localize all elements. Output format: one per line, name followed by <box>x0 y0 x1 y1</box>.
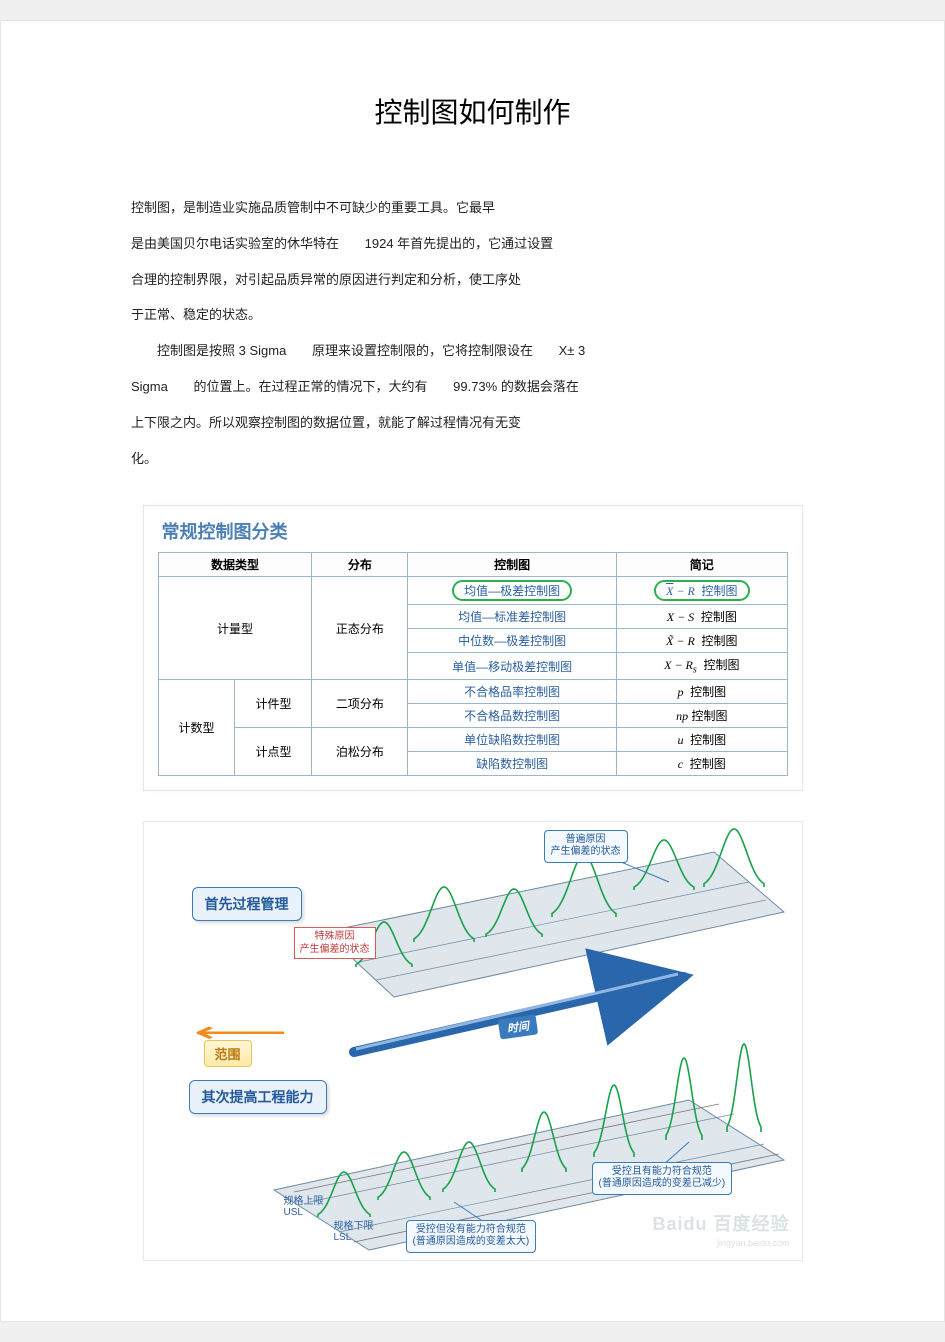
paragraph: 合理的控制界限，对引起品质异常的原因进行判定和分析，使工序处 <box>131 263 814 297</box>
chart-cell: 单位缺陷数控制图 <box>408 727 617 751</box>
sym: X − R <box>666 584 695 598</box>
document-page: 控制图如何制作 控制图，是制造业实施品质管制中不可缺少的重要工具。它最早 是由美… <box>0 20 945 1322</box>
text: X± 3 <box>559 343 586 358</box>
chart-cell: 不合格品数控制图 <box>408 703 617 727</box>
th-dist: 分布 <box>312 553 408 577</box>
oval-highlight: X − R 控制图 <box>654 580 749 601</box>
page-title: 控制图如何制作 <box>131 91 814 131</box>
text: 原理来设置控制限的，它将控制限设在 <box>312 343 533 358</box>
text: 99.73% 的数据会落在 <box>453 379 579 394</box>
sym: u <box>677 733 683 747</box>
chart-cell: 不合格品率控制图 <box>408 679 617 703</box>
dist-cell: 二项分布 <box>312 679 408 727</box>
text: 的位置上。在过程正常的情况下，大约有 <box>193 379 427 394</box>
label-lsl: 规格下限LSL <box>334 1217 374 1243</box>
th-datatype: 数据类型 <box>158 553 312 577</box>
text: 控制图是按照 <box>157 343 235 358</box>
label-step2: 其次提高工程能力 <box>189 1080 327 1114</box>
sym: c <box>678 757 683 771</box>
text: 1924 年首先提出的，它通过设置 <box>365 236 554 251</box>
note-suf: 控制图 <box>703 658 739 672</box>
note-suf: 控制图 <box>702 634 738 648</box>
th-note: 简记 <box>617 553 787 577</box>
note-suf: 控制图 <box>690 685 726 699</box>
label-capability-good: 受控且有能力符合规范(普通原因造成的变差已减少) <box>592 1162 733 1195</box>
label-special-cause: 特殊原因产生偏差的状态 <box>294 927 376 959</box>
th-chart: 控制图 <box>408 553 617 577</box>
paragraph: 控制图是按照 3 Sigma 原理来设置控制限的，它将控制限设在 X± 3 <box>131 334 814 368</box>
label-capability-bad: 受控但没有能力符合规范(普通原因造成的变差太大) <box>406 1220 537 1253</box>
text: Sigma <box>131 379 168 394</box>
sym: np <box>676 709 688 723</box>
cat-cell: 计数型 <box>158 679 235 775</box>
label-common-cause: 普遍原因产生偏差的状态 <box>544 830 628 863</box>
classification-table-figure: 常规控制图分类 数据类型 分布 控制图 简记 计量型 正态分布 均值—极差控制图… <box>143 505 803 790</box>
table-row: 计数型 计件型 二项分布 不合格品率控制图 p 控制图 <box>158 679 787 703</box>
oval-highlight: 均值—极差控制图 <box>452 580 572 601</box>
paragraph: Sigma 的位置上。在过程正常的情况下，大约有 99.73% 的数据会落在 <box>131 370 814 404</box>
sym: X̃ − R <box>666 634 695 648</box>
note-cell: X − S 控制图 <box>617 605 787 629</box>
watermark: Baidu 百度经验 <box>652 1210 789 1236</box>
paragraph: 于正常、稳定的状态。 <box>131 298 814 332</box>
sym: p <box>677 685 683 699</box>
sub-cell: 计件型 <box>235 679 312 727</box>
paragraph: 是由美国贝尔电话实验室的休华特在 1924 年首先提出的，它通过设置 <box>131 227 814 261</box>
note-cell: np 控制图 <box>617 703 787 727</box>
table-header-row: 数据类型 分布 控制图 简记 <box>158 553 787 577</box>
note-cell: X − R 控制图 <box>617 577 787 605</box>
note-suf: 控制图 <box>702 584 738 598</box>
note-cell: X̃ − R 控制图 <box>617 629 787 653</box>
cat-cell: 计量型 <box>158 577 312 679</box>
label-range: 范围 <box>204 1040 252 1067</box>
sym: X − Rs <box>664 658 697 672</box>
note-suf: 控制图 <box>690 733 726 747</box>
watermark-sub: jingyan.baidu.com <box>717 1238 790 1248</box>
label-step1: 首先过程管理 <box>192 887 302 921</box>
chart-cell: 均值—极差控制图 <box>408 577 617 605</box>
classification-table: 数据类型 分布 控制图 简记 计量型 正态分布 均值—极差控制图 X − R 控… <box>158 552 788 775</box>
note-cell: p 控制图 <box>617 679 787 703</box>
chart-cell: 单值—移动极差控制图 <box>408 653 617 679</box>
chart-cell: 缺陷数控制图 <box>408 751 617 775</box>
note-cell: c 控制图 <box>617 751 787 775</box>
table-caption: 常规控制图分类 <box>158 518 788 544</box>
note-suf: 控制图 <box>701 610 737 624</box>
text: 是由美国贝尔电话实验室的休华特在 <box>131 236 339 251</box>
table-body: 计量型 正态分布 均值—极差控制图 X − R 控制图 均值—标准差控制图 X … <box>158 577 787 775</box>
text: 3 Sigma <box>239 343 287 358</box>
paragraph: 化。 <box>131 442 814 476</box>
note-suf: 控制图 <box>690 757 726 771</box>
label-usl: 规格上限USL <box>284 1192 324 1218</box>
chart-cell: 中位数—极差控制图 <box>408 629 617 653</box>
paragraph: 控制图，是制造业实施品质管制中不可缺少的重要工具。它最早 <box>131 191 814 225</box>
dist-cell: 正态分布 <box>312 577 408 679</box>
chart-cell: 均值—标准差控制图 <box>408 605 617 629</box>
paragraph: 上下限之内。所以观察控制图的数据位置，就能了解过程情况有无变 <box>131 406 814 440</box>
note-suf: 控制图 <box>691 709 727 723</box>
process-diagram: 普遍原因产生偏差的状态 首先过程管理 特殊原因产生偏差的状态 时间 ⟵ 范围 其… <box>143 821 803 1261</box>
note-cell: X − Rs 控制图 <box>617 653 787 679</box>
sub-cell: 计点型 <box>235 727 312 775</box>
sym: X − S <box>667 610 694 624</box>
table-row: 计点型 泊松分布 单位缺陷数控制图 u 控制图 <box>158 727 787 751</box>
note-cell: u 控制图 <box>617 727 787 751</box>
dist-cell: 泊松分布 <box>312 727 408 775</box>
table-row: 计量型 正态分布 均值—极差控制图 X − R 控制图 <box>158 577 787 605</box>
